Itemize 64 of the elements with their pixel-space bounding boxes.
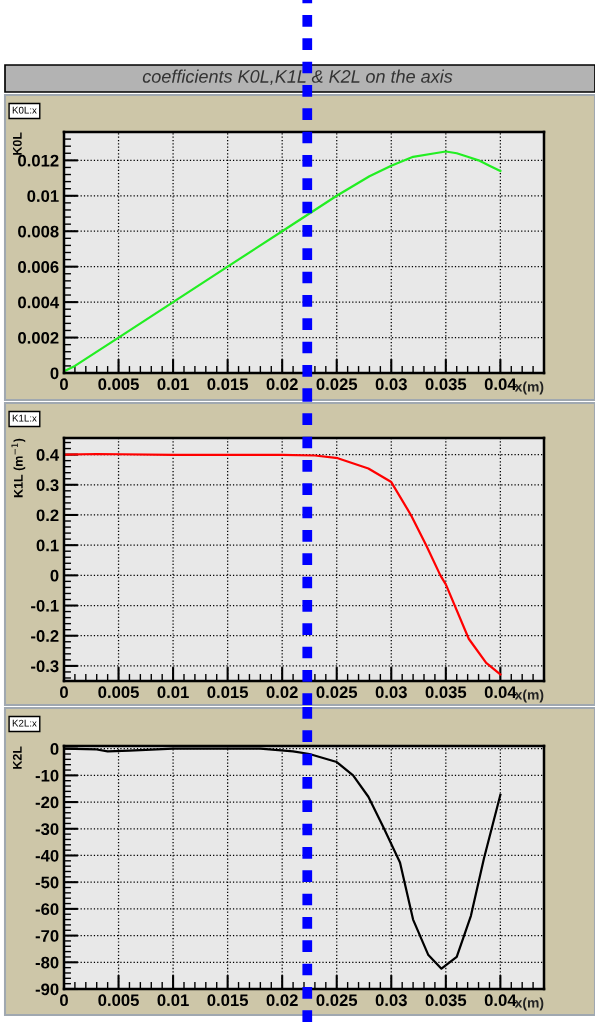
y-tick-label: -0.1 bbox=[31, 599, 59, 612]
x-tick-label: 0 bbox=[60, 994, 68, 1007]
x-axis-title: x(m) bbox=[514, 997, 544, 1011]
y-tick-label: 0.3 bbox=[36, 479, 59, 492]
x-tick-label: 0.025 bbox=[316, 686, 358, 699]
y-tick-label: 0 bbox=[50, 569, 59, 582]
y-tick-label: -60 bbox=[35, 903, 59, 916]
x-tick-label: 0.04 bbox=[484, 378, 517, 391]
x-tick-label: 0.03 bbox=[375, 686, 407, 699]
x-tick-label: 0.03 bbox=[375, 378, 407, 391]
y-axis-title: K1L (m$^{−1}$) bbox=[11, 438, 26, 498]
x-tick-label: 0.025 bbox=[316, 378, 358, 391]
text: K0L:x bbox=[12, 106, 37, 114]
line-series bbox=[64, 150, 502, 373]
y-tick-label: -50 bbox=[35, 876, 59, 889]
y-tick-label: -70 bbox=[35, 929, 59, 942]
x-tick-label: 0.04 bbox=[484, 994, 517, 1007]
x-tick-label: 0.03 bbox=[375, 994, 407, 1007]
y-tick-label: -30 bbox=[35, 823, 59, 836]
y-tick-label: 0.008 bbox=[18, 225, 59, 238]
y-tick-label: 0.012 bbox=[18, 154, 59, 167]
x-tick-label: 0.02 bbox=[266, 686, 298, 699]
x-axis-title: x(m) bbox=[514, 689, 544, 703]
y-tick-label: -20 bbox=[35, 796, 59, 809]
x-tick-label: 0.04 bbox=[484, 686, 517, 699]
x-tick-label: 0.015 bbox=[207, 378, 249, 391]
x-tick-label: 0.015 bbox=[207, 994, 249, 1007]
y-tick-label: -40 bbox=[35, 849, 59, 862]
x-tick-label: 0 bbox=[60, 378, 68, 391]
y-axis-title: K2L bbox=[12, 746, 22, 769]
x-tick-label: 0.005 bbox=[98, 378, 139, 391]
chart-title: coefficients K0L,K1L & K2L on the axis bbox=[142, 69, 453, 85]
y-tick-label: 0 bbox=[50, 743, 59, 755]
y-tick-label: -10 bbox=[35, 769, 59, 782]
x-tick-label: 0.02 bbox=[266, 994, 298, 1007]
x-tick-label: 0.015 bbox=[207, 686, 249, 699]
x-tick-label: 0.02 bbox=[266, 378, 298, 391]
y-tick-label: 0.006 bbox=[18, 261, 59, 273]
y-tick-label: -0.3 bbox=[31, 660, 59, 673]
text: K1L:x bbox=[12, 414, 37, 422]
x-tick-label: 0 bbox=[60, 686, 68, 699]
x-tick-label: 0.035 bbox=[425, 378, 467, 391]
y-tick-label: -90 bbox=[35, 983, 59, 996]
y-tick-label: 0.4 bbox=[36, 449, 60, 461]
x-tick-label: 0.035 bbox=[425, 994, 467, 1007]
x-axis-title: x(m) bbox=[514, 381, 544, 395]
y-axis-title: K0L bbox=[12, 132, 22, 155]
y-tick-label: 0.1 bbox=[36, 539, 59, 552]
y-tick-label: -0.2 bbox=[31, 630, 59, 642]
text: K2L:x bbox=[12, 719, 37, 727]
x-tick-label: 0.005 bbox=[98, 994, 139, 1007]
y-tick-label: -80 bbox=[35, 956, 59, 969]
x-tick-label: 0.025 bbox=[316, 994, 358, 1007]
x-tick-label: 0.01 bbox=[157, 686, 189, 699]
y-tick-label: 0.2 bbox=[36, 509, 59, 522]
x-tick-label: 0.035 bbox=[425, 686, 467, 699]
y-tick-label: 0 bbox=[50, 367, 59, 380]
line-series bbox=[64, 452, 502, 676]
x-tick-label: 0.005 bbox=[98, 686, 139, 699]
x-tick-label: 0.01 bbox=[157, 378, 189, 391]
y-tick-label: 0.004 bbox=[18, 296, 60, 309]
x-tick-label: 0.01 bbox=[157, 994, 189, 1007]
y-tick-label: 0.002 bbox=[18, 331, 59, 344]
y-tick-label: 0.01 bbox=[27, 190, 59, 202]
